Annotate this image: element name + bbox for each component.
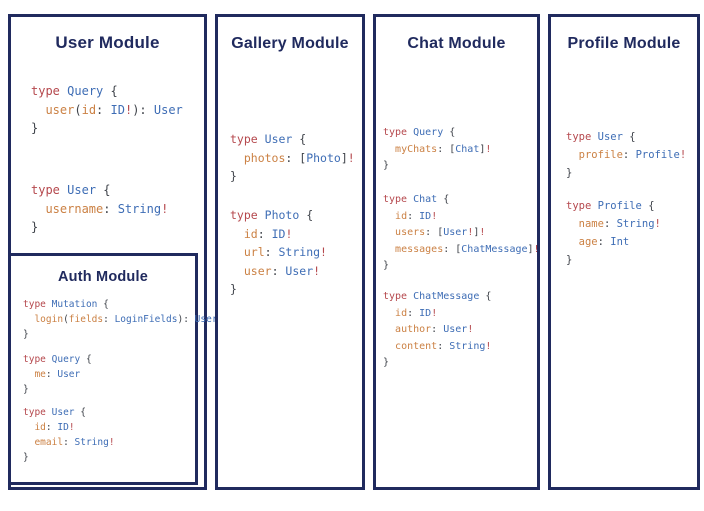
gallery-module-title: Gallery Module xyxy=(231,35,349,52)
user-module-panel: User Module type Query { user(id: ID!): … xyxy=(8,14,218,490)
user-module-title: User Module xyxy=(55,33,160,52)
code-block-user-query: type Query { user(id: ID!): User} xyxy=(31,84,183,135)
gallery-module-panel: Gallery Module type User { photos: [Phot… xyxy=(215,14,365,490)
code-block-user-user: type User { username: String!} xyxy=(31,183,169,234)
code-block-auth-user: type User { id: ID! email: String!} xyxy=(23,407,115,463)
code-block-gallery-photo: type Photo { id: ID! url: String! user: … xyxy=(230,208,327,296)
code-block-auth-mutation: type Mutation { login(fields: LoginField… xyxy=(23,299,218,340)
auth-module-panel: Auth Module type Mutation { login(fields… xyxy=(8,253,218,485)
code-block-chat-query: type Query { myChats: [Chat]!} xyxy=(383,127,492,171)
code-block-chat-chatmessage: type ChatMessage { id: ID! author: User!… xyxy=(383,291,492,368)
chat-module-panel: Chat Module type Query { myChats: [Chat]… xyxy=(373,14,540,490)
code-block-profile-user: type User { profile: Profile!} xyxy=(566,131,687,179)
chat-module-title: Chat Module xyxy=(407,35,506,52)
code-block-profile-profile: type Profile { name: String! age: Int} xyxy=(566,200,661,266)
code-block-chat-chat: type Chat { id: ID! users: [User!]! mess… xyxy=(383,194,540,271)
auth-module-title: Auth Module xyxy=(58,269,148,285)
profile-module-title: Profile Module xyxy=(567,35,681,52)
profile-module-panel: Profile Module type User { profile: Prof… xyxy=(548,14,700,490)
code-block-gallery-user: type User { photos: [Photo]!} xyxy=(230,132,355,183)
code-block-auth-query: type Query { me: User} xyxy=(23,354,92,395)
